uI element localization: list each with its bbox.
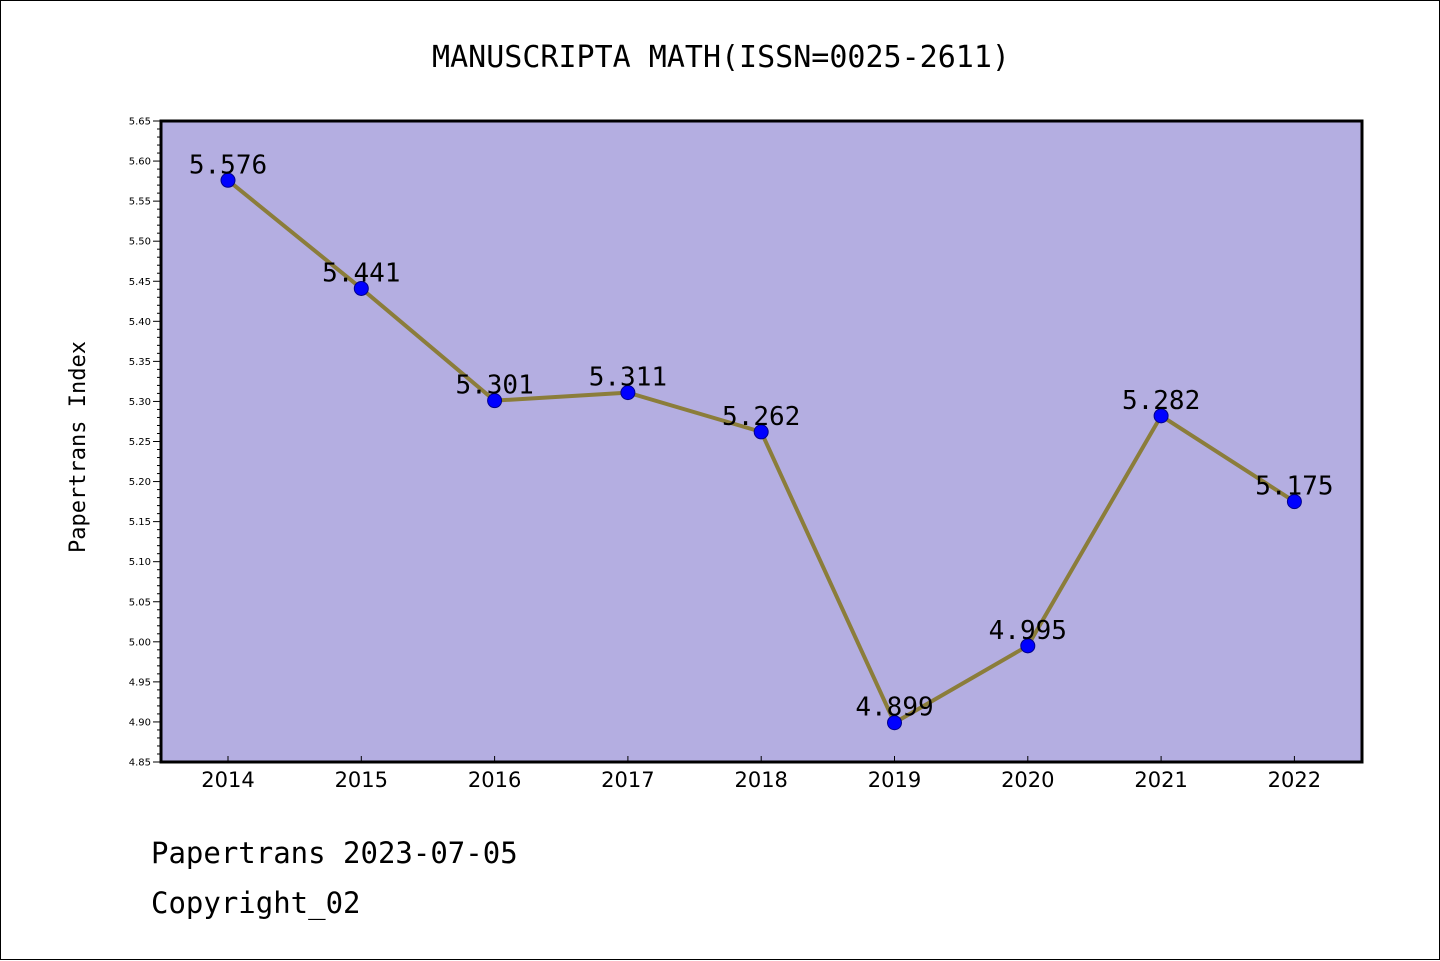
y-tick-label: 4.90 — [129, 717, 151, 728]
data-label: 5.282 — [1122, 386, 1200, 416]
y-tick-label: 5.35 — [129, 357, 151, 368]
y-tick-label: 5.55 — [129, 197, 151, 208]
data-point — [220, 172, 236, 188]
series-line-group: 5.576 5.441 5.301 5.311 5.262 4.899 4.995 5.282… — [189, 150, 1334, 731]
x-tick-label: 2014 — [201, 768, 254, 792]
y-tick-label: 5.05 — [129, 597, 151, 608]
y-tick-label: 5.00 — [129, 637, 151, 648]
y-tick-label: 5.60 — [129, 157, 151, 168]
y-tick-label: 5.50 — [129, 237, 151, 248]
data-point — [887, 715, 902, 731]
x-tick-label: 2022 — [1268, 768, 1321, 792]
x-tick-label: 2016 — [468, 768, 521, 792]
data-label: 4.899 — [855, 693, 933, 723]
chart-title: MANUSCRIPTA MATH(ISSN=0025-2611) — [432, 40, 1010, 75]
y-tick-label: 5.65 — [129, 117, 151, 128]
y-tick-label: 5.20 — [129, 477, 151, 488]
data-label: 5.301 — [455, 371, 533, 401]
y-tick-label: 5.10 — [129, 557, 151, 568]
data-point — [620, 385, 636, 401]
data-label: 5.262 — [722, 402, 800, 432]
x-tick-label: 2019 — [868, 768, 921, 792]
y-tick-label: 5.30 — [129, 397, 151, 408]
data-label: 5.311 — [589, 363, 667, 393]
x-axis: 2014 2015 2016 2017 2018 2019 2020 2021 2022 — [201, 756, 1321, 792]
x-tick-label: 2015 — [335, 768, 388, 792]
data-label: 5.175 — [1255, 472, 1333, 502]
y-tick-label: 5.15 — [129, 517, 151, 528]
y-tick-label: 4.95 — [129, 677, 151, 688]
data-point — [753, 424, 769, 440]
data-point — [353, 280, 369, 296]
x-tick-label: 2017 — [601, 768, 654, 792]
footer-copyright: Copyright_02 — [151, 886, 361, 920]
data-label: 5.441 — [322, 258, 400, 288]
y-tick-label: 5.45 — [129, 277, 151, 288]
y-tick-label: 5.40 — [129, 317, 151, 328]
y-axis: 4.85 4.90 4.95 5.00 5.05 5.10 5.15 5.20 5.25 5.30… — [129, 117, 161, 769]
data-point — [1153, 408, 1169, 424]
data-point — [1020, 638, 1036, 654]
footer-source: Papertrans 2023-07-05 — [151, 836, 518, 870]
x-tick-label: 2021 — [1134, 768, 1187, 792]
data-point — [487, 393, 503, 409]
data-label: 4.995 — [989, 616, 1067, 646]
y-axis-label: Papertrans Index — [66, 341, 91, 553]
plot-area — [159, 119, 1364, 764]
data-label: 5.576 — [189, 150, 267, 180]
y-tick-label: 4.85 — [129, 758, 151, 769]
x-tick-label: 2018 — [734, 768, 787, 792]
data-point — [1286, 494, 1302, 510]
y-tick-label: 5.25 — [129, 437, 151, 448]
x-tick-label: 2020 — [1001, 768, 1054, 792]
